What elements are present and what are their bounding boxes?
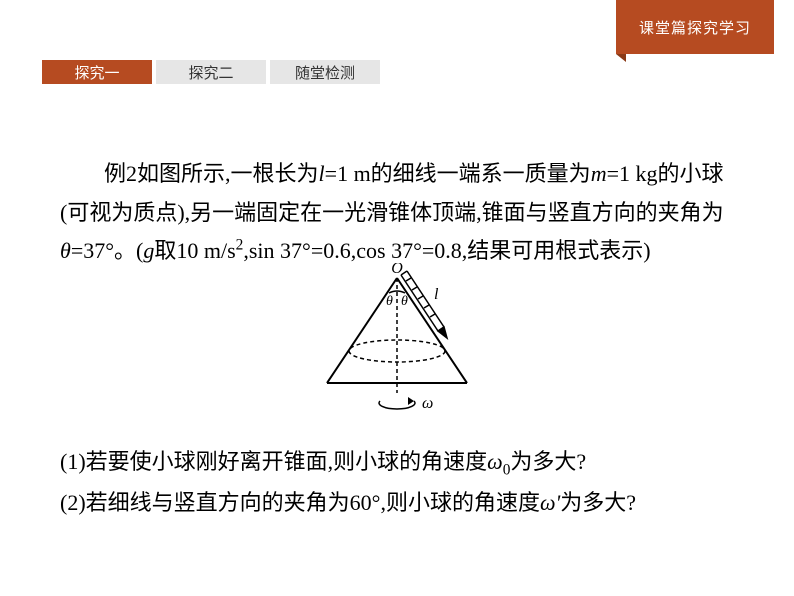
text: 为多大? bbox=[510, 449, 586, 474]
question-1: (1)若要使小球刚好离开锥面,则小球的角速度ω0为多大? bbox=[60, 443, 734, 484]
tab-label: 探究二 bbox=[188, 62, 233, 83]
var-m: m bbox=[591, 161, 607, 186]
text: (1)若要使小球刚好离开锥面,则小球的角速度 bbox=[60, 449, 487, 474]
cone-svg: O l l θ θ ω bbox=[302, 263, 492, 413]
label-omega: ω bbox=[422, 395, 433, 412]
question-2: (2)若细线与竖直方向的夹角为60°,则小球的角速度ω'为多大? bbox=[60, 484, 734, 523]
tab-explore-1[interactable]: 探究一 bbox=[42, 60, 152, 84]
questions: (1)若要使小球刚好离开锥面,则小球的角速度ω0为多大? (2)若细线与竖直方向… bbox=[60, 443, 734, 523]
header-badge: 课堂篇探究学习 bbox=[616, 0, 774, 54]
var-theta: θ bbox=[60, 238, 71, 263]
tab-explore-2[interactable]: 探究二 bbox=[156, 60, 266, 84]
text: 如图所示,一根长为 bbox=[137, 161, 319, 186]
badge-fold bbox=[616, 54, 626, 62]
text: =1 m的细线一端系一质量为 bbox=[325, 161, 591, 186]
text: 为多大? bbox=[560, 490, 636, 515]
text: (2)若细线与竖直方向的夹角为60°,则小球的角速度 bbox=[60, 490, 540, 515]
cone-diagram: O l l θ θ ω bbox=[60, 263, 734, 426]
text: ,sin 37°=0.6,cos 37°=0.8,结果可用根式表示) bbox=[243, 238, 650, 263]
problem-paragraph: 例2如图所示,一根长为l=1 m的细线一端系一质量为m=1 kg的小球(可视为质… bbox=[60, 155, 734, 271]
content: 例2如图所示,一根长为l=1 m的细线一端系一质量为m=1 kg的小球(可视为质… bbox=[60, 155, 734, 523]
label-theta-left: θ bbox=[386, 294, 393, 309]
label-l: l bbox=[434, 286, 439, 303]
header-badge-text: 课堂篇探究学习 bbox=[639, 17, 751, 38]
example-prefix: 例2 bbox=[104, 161, 137, 186]
text: 取10 m/s bbox=[154, 238, 235, 263]
var-omega-prime: ω' bbox=[540, 490, 560, 515]
tabs: 探究一 探究二 随堂检测 bbox=[42, 60, 380, 84]
var-g: g bbox=[143, 238, 154, 263]
tab-quiz[interactable]: 随堂检测 bbox=[270, 60, 380, 84]
text: =37°。( bbox=[71, 238, 144, 263]
var-omega: ω bbox=[487, 449, 503, 474]
label-theta-right: θ bbox=[401, 294, 408, 309]
label-O: O bbox=[391, 263, 403, 277]
tab-label: 随堂检测 bbox=[295, 62, 355, 83]
tab-label: 探究一 bbox=[74, 62, 119, 83]
